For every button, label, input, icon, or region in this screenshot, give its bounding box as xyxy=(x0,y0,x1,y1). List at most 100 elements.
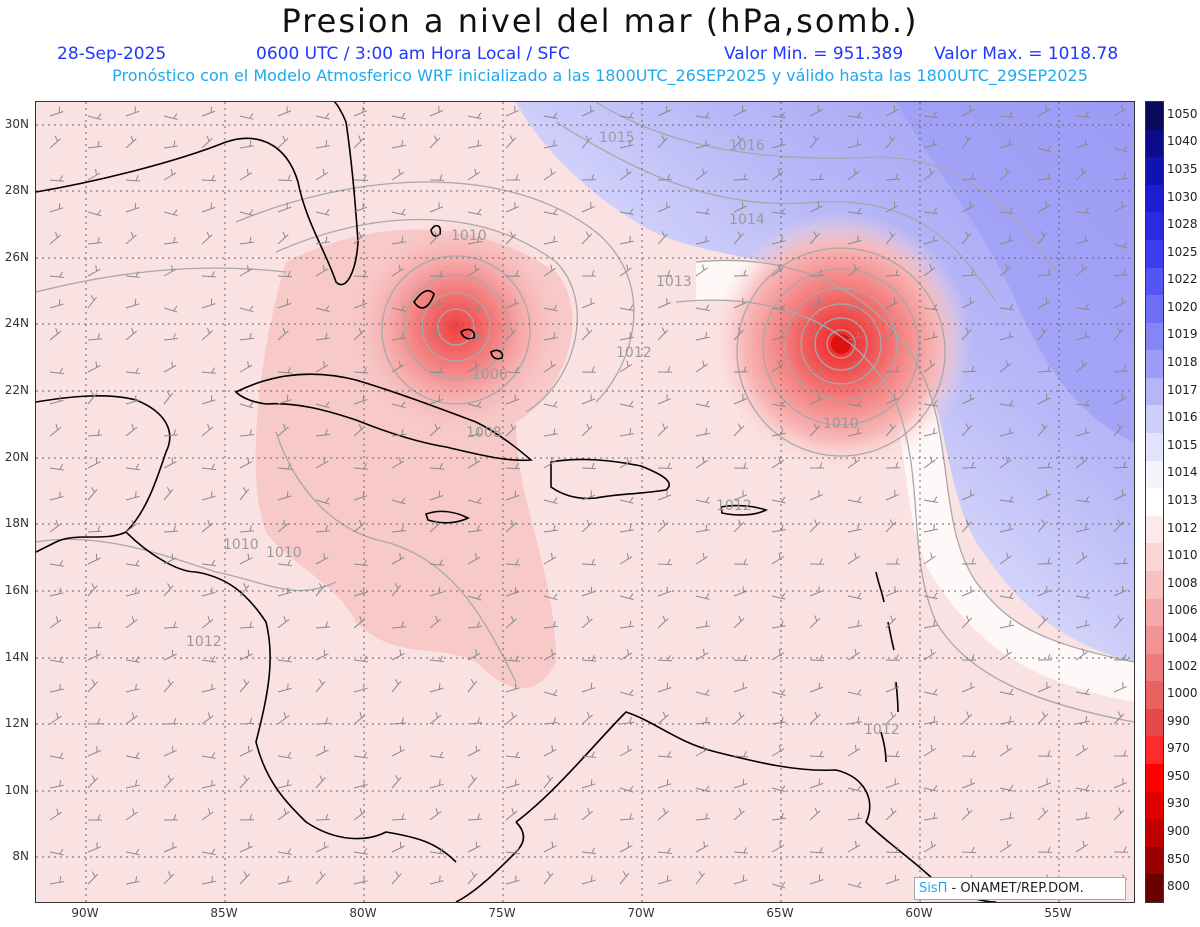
wind-barb xyxy=(277,298,292,309)
wind-barb xyxy=(49,520,62,533)
wind-barb xyxy=(163,775,174,789)
wind-barb xyxy=(49,367,64,375)
wind-barb xyxy=(961,489,976,501)
wind-barb xyxy=(201,808,214,821)
wind-barb xyxy=(315,209,330,216)
wind-barb xyxy=(657,366,673,373)
wind-barb xyxy=(353,202,368,213)
wind-barb xyxy=(733,615,745,629)
wind-barb xyxy=(923,264,936,277)
wind-barb xyxy=(1037,615,1048,629)
wind-barb xyxy=(1075,263,1088,277)
wind-barb xyxy=(87,236,102,245)
lat-label-24n: 24N xyxy=(4,316,29,330)
wind-barb xyxy=(467,717,482,725)
high-pressure-core xyxy=(896,102,1134,442)
wind-barb xyxy=(125,491,140,501)
colorbar-label: 800 xyxy=(1167,879,1190,894)
wind-barb xyxy=(999,496,1014,503)
colorbar-label: 1002 xyxy=(1167,658,1198,673)
wind-barb xyxy=(809,847,825,854)
wind-barb xyxy=(733,297,748,309)
contour-label-1016: 1016 xyxy=(729,138,765,154)
wind-barb xyxy=(619,593,634,601)
wind-barb xyxy=(505,875,520,885)
contour-label-1012-d: 1012 xyxy=(864,722,900,738)
wind-barb xyxy=(809,201,823,213)
wind-barb xyxy=(277,231,289,245)
colorbar-cell xyxy=(1146,322,1163,351)
wind-barb xyxy=(315,621,331,629)
wind-barb xyxy=(125,367,140,374)
colorbar-cell xyxy=(1146,598,1163,627)
wind-barb xyxy=(1113,269,1128,277)
wind-barb xyxy=(49,780,64,789)
wind-barb xyxy=(505,270,521,277)
wind-barb xyxy=(771,264,784,277)
wind-barb xyxy=(809,423,821,437)
wind-barb xyxy=(201,327,213,341)
wind-barb xyxy=(353,231,365,245)
colorbar-cell xyxy=(1146,129,1163,158)
wind-barb xyxy=(885,269,901,277)
wind-barb xyxy=(391,871,402,885)
wind-barb xyxy=(809,394,824,405)
wind-barb xyxy=(49,202,64,213)
wind-barb xyxy=(961,230,972,245)
wind-barb xyxy=(505,586,520,597)
wind-barb xyxy=(809,269,825,277)
wind-barb xyxy=(163,390,174,405)
wind-barb xyxy=(125,463,140,471)
wind-barb xyxy=(239,649,253,661)
wind-barb xyxy=(125,587,140,597)
wind-barb xyxy=(885,201,899,213)
wind-barb xyxy=(1113,489,1127,501)
wind-barb xyxy=(315,112,330,120)
wind-barb xyxy=(1037,557,1053,565)
wind-barb xyxy=(581,779,596,789)
wind-barb xyxy=(87,113,102,121)
contour-label-1014: 1014 xyxy=(729,212,765,228)
wind-barb xyxy=(505,298,520,309)
wind-barb xyxy=(885,173,901,181)
colorbar-label: 1025 xyxy=(1167,244,1198,259)
wind-barb xyxy=(277,106,292,117)
colorbar-cell xyxy=(1146,626,1163,655)
wind-barb xyxy=(695,235,710,245)
wind-barb xyxy=(695,304,710,312)
wind-barb xyxy=(695,264,708,277)
wind-barb xyxy=(125,271,140,278)
wind-barb xyxy=(467,553,481,565)
wind-barb xyxy=(163,621,179,629)
wind-barb xyxy=(657,298,672,309)
wind-barb xyxy=(771,524,786,533)
wind-barb xyxy=(49,135,61,149)
wind-barb xyxy=(923,139,938,149)
wind-barb xyxy=(201,559,216,567)
wind-barb xyxy=(49,231,62,245)
wind-barb xyxy=(429,559,444,566)
wind-barb xyxy=(1075,784,1090,792)
wind-barb xyxy=(163,429,178,437)
wind-barb xyxy=(239,332,254,341)
wind-barb xyxy=(999,688,1014,696)
colorbar-label: 930 xyxy=(1167,796,1190,811)
lat-label-26n: 26N xyxy=(4,250,29,264)
lon-label-70w: 70W xyxy=(627,906,655,920)
wind-barb xyxy=(733,327,744,341)
wind-barb xyxy=(695,111,710,119)
wind-barb xyxy=(429,779,444,789)
wind-barb xyxy=(201,491,216,501)
wind-barb xyxy=(885,365,901,373)
wind-barb xyxy=(1114,750,1128,757)
wind-barb xyxy=(999,592,1014,600)
wind-barb xyxy=(429,394,444,405)
wind-barb xyxy=(315,679,326,693)
wind-barb xyxy=(277,135,289,149)
wind-barb xyxy=(695,360,708,373)
wind-barb xyxy=(543,168,556,181)
wind-barb xyxy=(733,875,748,885)
wind-barb xyxy=(429,327,441,341)
wind-barb xyxy=(201,683,216,693)
value-max: Valor Max. = 1018.78 xyxy=(934,44,1119,64)
